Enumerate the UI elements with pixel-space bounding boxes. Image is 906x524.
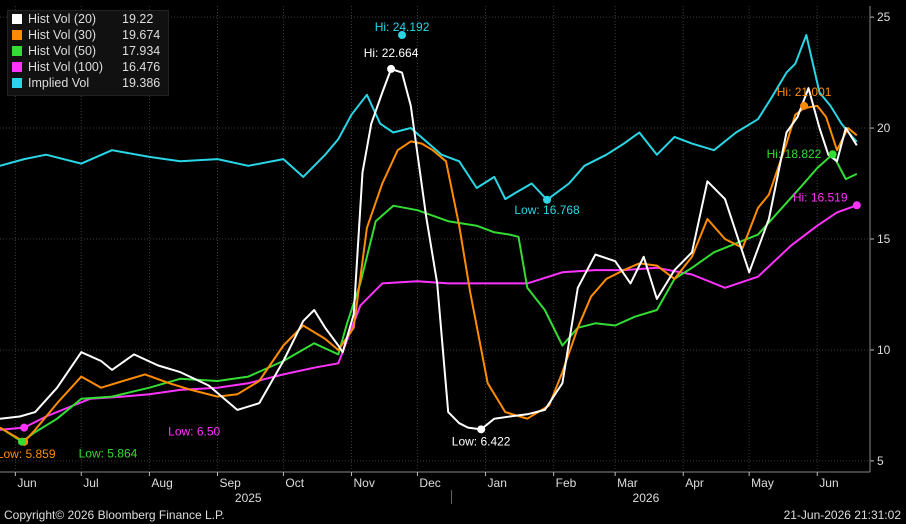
series-line xyxy=(0,34,858,201)
legend-series-value: 17.934 xyxy=(122,44,161,58)
legend-item[interactable]: Hist Vol (100) 16.476 xyxy=(8,59,168,75)
x-tick-label: Apr xyxy=(685,476,704,490)
data-label: Hi: 24.192 xyxy=(375,20,430,34)
legend-item[interactable]: Implied Vol 19.386 xyxy=(8,75,168,91)
x-tick-label: Jan xyxy=(488,476,507,490)
x-tick-label: Jun xyxy=(17,476,36,490)
legend-swatch xyxy=(12,78,22,88)
y-tick-label: 25 xyxy=(877,10,891,24)
data-point-marker xyxy=(387,64,396,73)
copyright-text: Copyright© 2026 Bloomberg Finance L.P. xyxy=(4,508,225,522)
legend-item[interactable]: Hist Vol (20) 19.22 xyxy=(8,11,168,27)
x-tick-label: May xyxy=(751,476,774,490)
x-tick-label: Jun xyxy=(819,476,838,490)
data-label: Hi: 16.519 xyxy=(793,190,848,204)
legend-item[interactable]: Hist Vol (50) 17.934 xyxy=(8,43,168,59)
legend-series-value: 19.386 xyxy=(122,76,161,90)
data-label: Hi: 22.664 xyxy=(364,46,419,60)
data-point-marker xyxy=(828,150,837,159)
x-tick-label: Feb xyxy=(556,476,577,490)
data-point-marker xyxy=(477,425,486,434)
legend-series-name: Hist Vol (30) xyxy=(28,28,97,42)
y-tick-label: 20 xyxy=(877,121,891,135)
legend-swatch xyxy=(12,14,22,24)
series-line xyxy=(0,153,858,443)
x-tick-label: Mar xyxy=(617,476,638,490)
legend-series-value: 19.22 xyxy=(122,12,154,26)
legend-series-value: 16.476 xyxy=(122,60,161,74)
year-label: 2025 xyxy=(235,491,262,505)
data-label: Low: 5.864 xyxy=(79,447,138,461)
data-label: Low: 5.859 xyxy=(0,447,56,461)
x-tick-label: Jul xyxy=(83,476,98,490)
data-label: Hi: 18.822 xyxy=(767,147,822,161)
legend-series-value: 19.674 xyxy=(122,28,161,42)
data-point-marker xyxy=(17,437,26,446)
year-label: 2026 xyxy=(633,491,660,505)
data-point-marker xyxy=(852,201,861,210)
chart-legend: Hist Vol (20) 19.22 Hist Vol (30) 19.674… xyxy=(7,10,169,96)
x-tick-label: Dec xyxy=(419,476,440,490)
data-label: Hi: 21.001 xyxy=(777,85,832,99)
legend-swatch xyxy=(12,46,22,56)
series-line xyxy=(0,104,858,443)
series-line xyxy=(0,68,858,431)
x-tick-label: Aug xyxy=(151,476,172,490)
data-label: Low: 6.422 xyxy=(452,434,511,448)
x-tick-label: Oct xyxy=(285,476,304,490)
legend-series-name: Hist Vol (20) xyxy=(28,12,97,26)
y-tick-label: 10 xyxy=(877,343,891,357)
x-tick-label: Nov xyxy=(354,476,375,490)
data-point-marker xyxy=(800,101,809,110)
data-label: Low: 16.768 xyxy=(514,203,580,217)
data-label: Low: 6.50 xyxy=(168,425,220,439)
data-point-marker xyxy=(398,31,407,40)
legend-swatch xyxy=(12,62,22,72)
y-tick-label: 15 xyxy=(877,232,891,246)
legend-item[interactable]: Hist Vol (30) 19.674 xyxy=(8,27,168,43)
x-tick-label: Sep xyxy=(220,476,242,490)
data-point-marker xyxy=(543,195,552,204)
y-tick-label: 5 xyxy=(877,454,884,468)
timestamp-text: 21-Jun-2026 21:31:02 xyxy=(783,508,901,522)
legend-series-name: Hist Vol (50) xyxy=(28,44,97,58)
legend-swatch xyxy=(12,30,22,40)
data-point-marker xyxy=(20,423,29,432)
legend-series-name: Hist Vol (100) xyxy=(28,60,104,74)
series-line xyxy=(0,204,858,431)
legend-series-name: Implied Vol xyxy=(28,76,90,90)
